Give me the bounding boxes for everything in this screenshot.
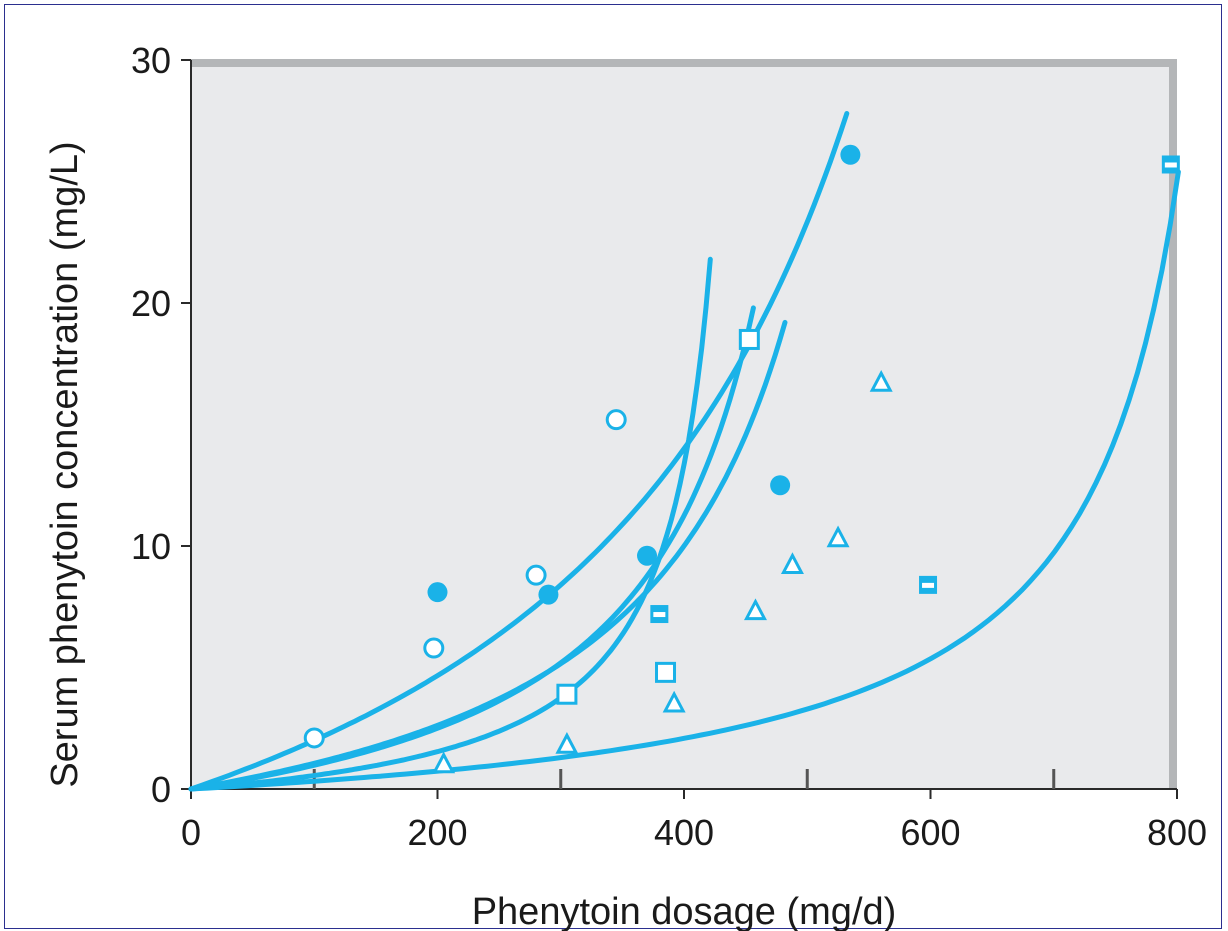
data-point bbox=[525, 564, 547, 586]
data-markers bbox=[303, 144, 1180, 774]
data-point bbox=[556, 683, 578, 705]
figure-border bbox=[4, 4, 1222, 929]
data-point bbox=[423, 637, 445, 659]
data-point bbox=[432, 751, 456, 774]
data-point bbox=[650, 605, 669, 624]
data-point bbox=[770, 475, 791, 496]
x-tick-label: 600 bbox=[900, 812, 960, 853]
fitted-curves bbox=[188, 111, 1181, 792]
data-point bbox=[743, 598, 767, 621]
data-point bbox=[555, 732, 579, 754]
y-tick-label: 20 bbox=[131, 283, 171, 324]
data-point bbox=[840, 144, 861, 165]
data-point bbox=[662, 690, 686, 713]
data-point bbox=[538, 584, 559, 605]
plot-frame bbox=[191, 59, 1177, 789]
x-tick-label: 400 bbox=[654, 812, 714, 853]
y-axis-title: Serum phenytoin concentration (mg/L) bbox=[44, 141, 86, 787]
data-point bbox=[1161, 155, 1180, 174]
data-point-inner bbox=[922, 582, 935, 588]
data-point bbox=[826, 525, 850, 548]
data-point bbox=[869, 369, 893, 392]
x-tick-label: 0 bbox=[181, 812, 201, 853]
y-tick-label: 0 bbox=[151, 769, 171, 810]
data-point bbox=[303, 727, 325, 749]
data-point bbox=[427, 582, 448, 603]
x-axis-title: Phenytoin dosage (mg/d) bbox=[472, 891, 897, 931]
fitted-curve bbox=[188, 305, 756, 792]
data-point bbox=[655, 661, 677, 683]
data-point bbox=[738, 328, 760, 350]
data-point bbox=[605, 409, 627, 431]
data-point bbox=[919, 575, 938, 594]
x-tick-label: 200 bbox=[407, 812, 467, 853]
plot-background bbox=[191, 60, 1177, 789]
y-tick-label: 10 bbox=[131, 526, 171, 567]
y-tick-label: 30 bbox=[131, 40, 171, 81]
data-point bbox=[637, 545, 658, 566]
fitted-curve bbox=[188, 169, 1181, 792]
data-point-inner bbox=[1164, 162, 1177, 168]
axis-ticks: 0 200 400 600 800 0 10 20 30 bbox=[131, 40, 1207, 853]
fitted-curve bbox=[188, 256, 713, 792]
data-point-inner bbox=[653, 612, 666, 618]
x-tick-label: 800 bbox=[1147, 812, 1207, 853]
data-point bbox=[780, 552, 804, 574]
